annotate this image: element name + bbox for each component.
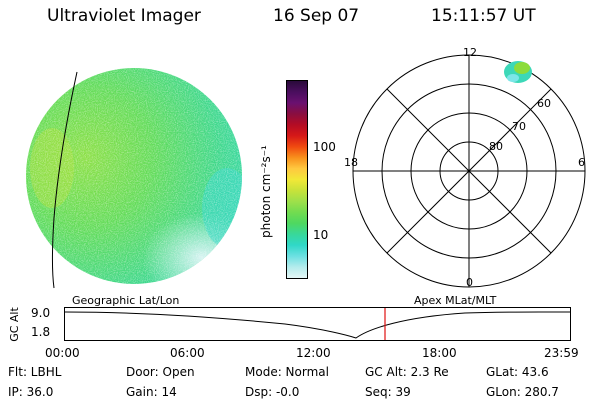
mlt-label-12: 12 xyxy=(463,46,477,59)
alt-tick-9: 9.0 xyxy=(31,306,51,320)
glat-readout: GLat: 43.6 xyxy=(486,365,549,379)
altitude-curve xyxy=(65,311,570,339)
color-scale-bar xyxy=(286,80,308,279)
time-tick-1800: 18:00 xyxy=(422,346,457,360)
time-label: 15:11:57 UT xyxy=(431,6,536,26)
lat-label-80: 80 xyxy=(489,140,503,153)
gain-readout: Gain: 14 xyxy=(126,385,177,399)
time-tick-2359: 23:59 xyxy=(544,346,579,360)
alt-tick-1-8: 1.8 xyxy=(31,325,51,339)
mlt-label-0: 0 xyxy=(466,276,473,289)
geographic-image xyxy=(26,68,242,289)
altitude-panel xyxy=(64,307,571,341)
geographic-caption: Geographic Lat/Lon xyxy=(72,294,180,307)
gc-alt-axis-label: GC Alt xyxy=(7,307,21,342)
time-tick-0000: 00:00 xyxy=(45,346,80,360)
dsp-readout: Dsp: -0.0 xyxy=(245,385,300,399)
apex-caption: Apex MLat/MLT xyxy=(414,294,497,307)
auroral-patch xyxy=(504,61,532,83)
lat-label-60: 60 xyxy=(537,97,551,110)
seq-readout: Seq: 39 xyxy=(365,385,411,399)
filter-readout: Flt: LBHL xyxy=(8,365,62,379)
colorbar-units-label: photon cm⁻²s⁻¹ xyxy=(259,145,273,238)
mlt-label-18: 18 xyxy=(344,156,358,169)
glon-readout: GLon: 280.7 xyxy=(486,385,559,399)
instrument-title: Ultraviolet Imager xyxy=(47,6,201,26)
mode-readout: Mode: Normal xyxy=(245,365,329,379)
gc-alt-readout: GC Alt: 2.3 Re xyxy=(365,365,449,379)
ip-readout: IP: 36.0 xyxy=(8,385,54,399)
time-tick-0600: 06:00 xyxy=(170,346,205,360)
date-label: 16 Sep 07 xyxy=(273,6,360,26)
door-readout: Door: Open xyxy=(126,365,195,379)
terminator-line xyxy=(52,71,78,289)
mlt-label-6: 6 xyxy=(578,156,585,169)
colorbar-tick-10: 10 xyxy=(313,228,329,242)
lat-label-70: 70 xyxy=(512,120,526,133)
apex-polar-plot xyxy=(352,54,586,288)
colorbar-tick-100: 100 xyxy=(313,140,336,154)
time-tick-1200: 12:00 xyxy=(296,346,331,360)
